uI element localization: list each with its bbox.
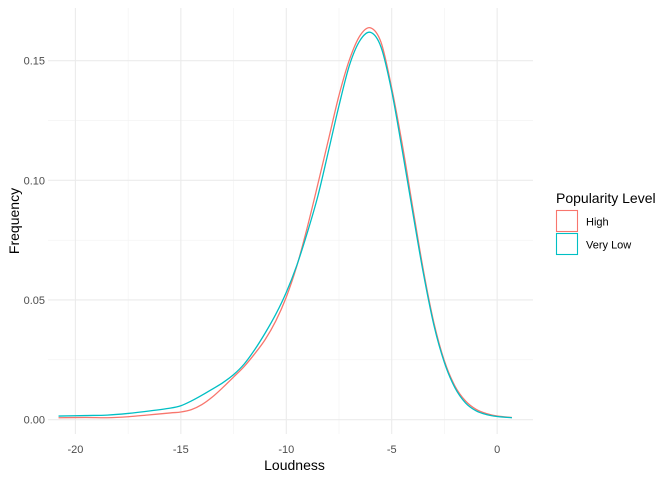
major-gridlines [48,8,533,434]
x-tick-label: 0 [494,444,500,456]
minor-gridlines [48,8,533,434]
x-axis-ticks: -20 -15 -10 -5 0 [67,444,500,456]
density-lines [58,26,512,419]
y-axis-ticks: 0.00 0.05 0.10 0.15 [24,56,45,427]
y-tick-label: 0.10 [24,175,45,187]
legend-label: Very Low [586,240,631,252]
x-tick-label: -10 [278,444,294,456]
legend: Popularity Level High Very Low [555,190,656,256]
x-tick-label: -5 [387,444,397,456]
x-axis-title: Loudness [264,457,325,473]
x-tick-label: -20 [67,444,83,456]
legend-key-high [555,209,579,233]
y-tick-label: 0.00 [24,415,45,427]
legend-title: Popularity Level [556,190,656,206]
density-line-very-low [58,31,512,419]
y-tick-label: 0.05 [24,295,45,307]
legend-label: High [586,217,609,229]
y-axis-title: Frequency [6,188,22,254]
x-tick-label: -15 [173,444,189,456]
legend-key-very-low [555,232,579,256]
y-tick-label: 0.15 [24,56,45,68]
